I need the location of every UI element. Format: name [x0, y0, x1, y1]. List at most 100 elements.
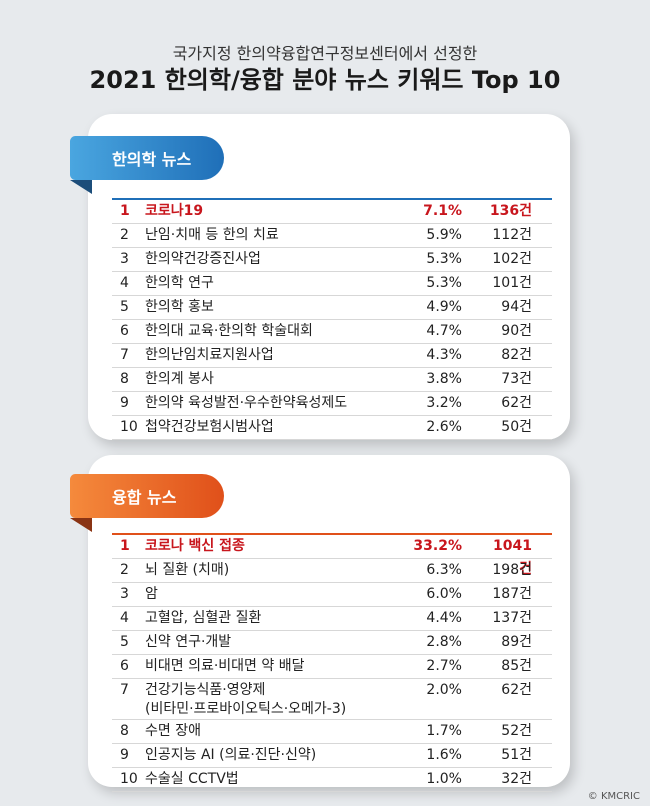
count: 94건 — [501, 299, 532, 315]
count: 102건 — [492, 251, 532, 267]
keyword: 한의약건강증진사업 — [145, 248, 425, 271]
rank: 1 — [120, 203, 130, 219]
keyword-text: 암 — [145, 586, 158, 602]
rank: 5 — [120, 634, 129, 650]
keyword-text: 신약 연구·개발 — [145, 634, 232, 650]
keyword-text: 비대면 의료·비대면 약 배달 — [145, 658, 305, 674]
keyword-row: 10 수술실 CCTV법 1.0% 32건 — [112, 768, 552, 792]
count: 62건 — [501, 395, 532, 411]
keyword: 한의계 봉사 — [145, 368, 425, 391]
count: 50건 — [501, 419, 532, 435]
rank: 2 — [120, 227, 129, 243]
count: 82건 — [501, 347, 532, 363]
oriental-medicine-keyword-table: 1 코로나19 7.1% 136건 2 난임·치매 등 한의 치료 5.9% 112건 3 한의약… — [112, 198, 552, 440]
rank: 10 — [120, 419, 138, 435]
rank: 9 — [120, 747, 129, 763]
keyword: 첩약건강보험시범사업 — [145, 416, 425, 439]
percent: 2.6% — [426, 419, 462, 435]
keyword-text: 한의학 연구 — [145, 275, 214, 291]
keyword: 신약 연구·개발 — [145, 631, 425, 654]
rank: 6 — [120, 323, 129, 339]
keyword-row: 5 신약 연구·개발 2.8% 89건 — [112, 631, 552, 655]
count: 101건 — [492, 275, 532, 291]
rank: 2 — [120, 562, 129, 578]
section-label: 융합 뉴스 — [70, 474, 224, 518]
count: 89건 — [501, 634, 532, 650]
keyword: 고혈압, 심혈관 질환 — [145, 607, 425, 630]
keyword-text: 한의약건강증진사업 — [145, 251, 261, 267]
count: 85건 — [501, 658, 532, 674]
keyword: 한의난임치료지원사업 — [145, 344, 425, 367]
keyword-text: 수면 장애 — [145, 723, 201, 739]
keyword-text: 인공지능 AI (의료·진단·신약) — [145, 747, 317, 763]
keyword-row: 1 코로나19 7.1% 136건 — [112, 198, 552, 224]
keyword-text: 뇌 질환 (치매) — [145, 562, 230, 578]
keyword-row: 7 건강기능식품·영양제 (비타민·프로바이오틱스·오메가-3) 2.0% 62건 — [112, 679, 552, 720]
percent: 4.4% — [426, 610, 462, 626]
section-label: 한의학 뉴스 — [70, 136, 224, 180]
keyword: 한의학 연구 — [145, 272, 425, 295]
keyword: 비대면 의료·비대면 약 배달 — [145, 655, 425, 678]
rank: 3 — [120, 586, 129, 602]
keyword: 건강기능식품·영양제 (비타민·프로바이오틱스·오메가-3) — [145, 681, 425, 719]
keyword-text: 한의약 육성발전·우수한약육성제도 — [145, 395, 348, 411]
percent: 3.2% — [426, 395, 462, 411]
rank: 7 — [120, 347, 129, 363]
keyword-text: 건강기능식품·영양제 — [145, 682, 266, 698]
count: 62건 — [501, 682, 532, 698]
ribbon-fold — [70, 518, 92, 532]
rank: 6 — [120, 658, 129, 674]
keyword: 수면 장애 — [145, 720, 425, 743]
rank: 7 — [120, 682, 129, 698]
keyword: 난임·치매 등 한의 치료 — [145, 224, 425, 247]
convergence-keyword-table: 1 코로나 백신 접종 33.2% 1041건 2 뇌 질환 (치매) 6.3% 198건 3 암… — [112, 533, 552, 792]
keyword: 한의약 육성발전·우수한약육성제도 — [145, 392, 425, 415]
percent: 1.6% — [426, 747, 462, 763]
percent: 2.0% — [426, 682, 462, 698]
keyword-row: 2 뇌 질환 (치매) 6.3% 198건 — [112, 559, 552, 583]
count: 51건 — [501, 747, 532, 763]
keyword-row: 8 수면 장애 1.7% 52건 — [112, 720, 552, 744]
percent: 1.7% — [426, 723, 462, 739]
percent: 4.9% — [426, 299, 462, 315]
rank: 4 — [120, 610, 129, 626]
percent: 5.3% — [426, 275, 462, 291]
keyword-row: 9 인공지능 AI (의료·진단·신약) 1.6% 51건 — [112, 744, 552, 768]
keyword: 코로나 백신 접종 — [145, 535, 425, 558]
keyword: 암 — [145, 583, 425, 606]
rank: 1 — [120, 538, 130, 554]
keyword-row: 1 코로나 백신 접종 33.2% 1041건 — [112, 533, 552, 577]
keyword-text: 고혈압, 심혈관 질환 — [145, 610, 262, 626]
keyword-row: 10 첩약건강보험시범사업 2.6% 50건 — [112, 416, 552, 440]
rank: 9 — [120, 395, 129, 411]
keyword: 뇌 질환 (치매) — [145, 559, 425, 582]
keyword-row: 2 난임·치매 등 한의 치료 5.9% 112건 — [112, 224, 552, 248]
count: 52건 — [501, 723, 532, 739]
keyword-text: 코로나19 — [145, 203, 204, 219]
rank: 4 — [120, 275, 129, 291]
copyright: © KMCRIC — [587, 791, 640, 802]
keyword-text: 한의난임치료지원사업 — [145, 347, 274, 363]
keyword-row: 4 한의학 연구 5.3% 101건 — [112, 272, 552, 296]
percent: 5.9% — [426, 227, 462, 243]
keyword-text: 첩약건강보험시범사업 — [145, 419, 274, 435]
rank: 10 — [120, 771, 138, 787]
count: 198건 — [492, 562, 532, 578]
rank: 8 — [120, 723, 129, 739]
keyword-row: 8 한의계 봉사 3.8% 73건 — [112, 368, 552, 392]
keyword: 한의대 교육·한의학 학술대회 — [145, 320, 425, 343]
rank: 8 — [120, 371, 129, 387]
count: 137건 — [492, 610, 532, 626]
count: 112건 — [492, 227, 532, 243]
count: 90건 — [501, 323, 532, 339]
percent: 2.7% — [426, 658, 462, 674]
percent: 33.2% — [413, 538, 462, 554]
count: 73건 — [501, 371, 532, 387]
rank: 5 — [120, 299, 129, 315]
keyword-row: 3 한의약건강증진사업 5.3% 102건 — [112, 248, 552, 272]
keyword-row: 3 암 6.0% 187건 — [112, 583, 552, 607]
keyword-row: 7 한의난임치료지원사업 4.3% 82건 — [112, 344, 552, 368]
count: 136건 — [489, 203, 532, 219]
percent: 4.3% — [426, 347, 462, 363]
keyword-text: 수술실 CCTV법 — [145, 771, 239, 787]
